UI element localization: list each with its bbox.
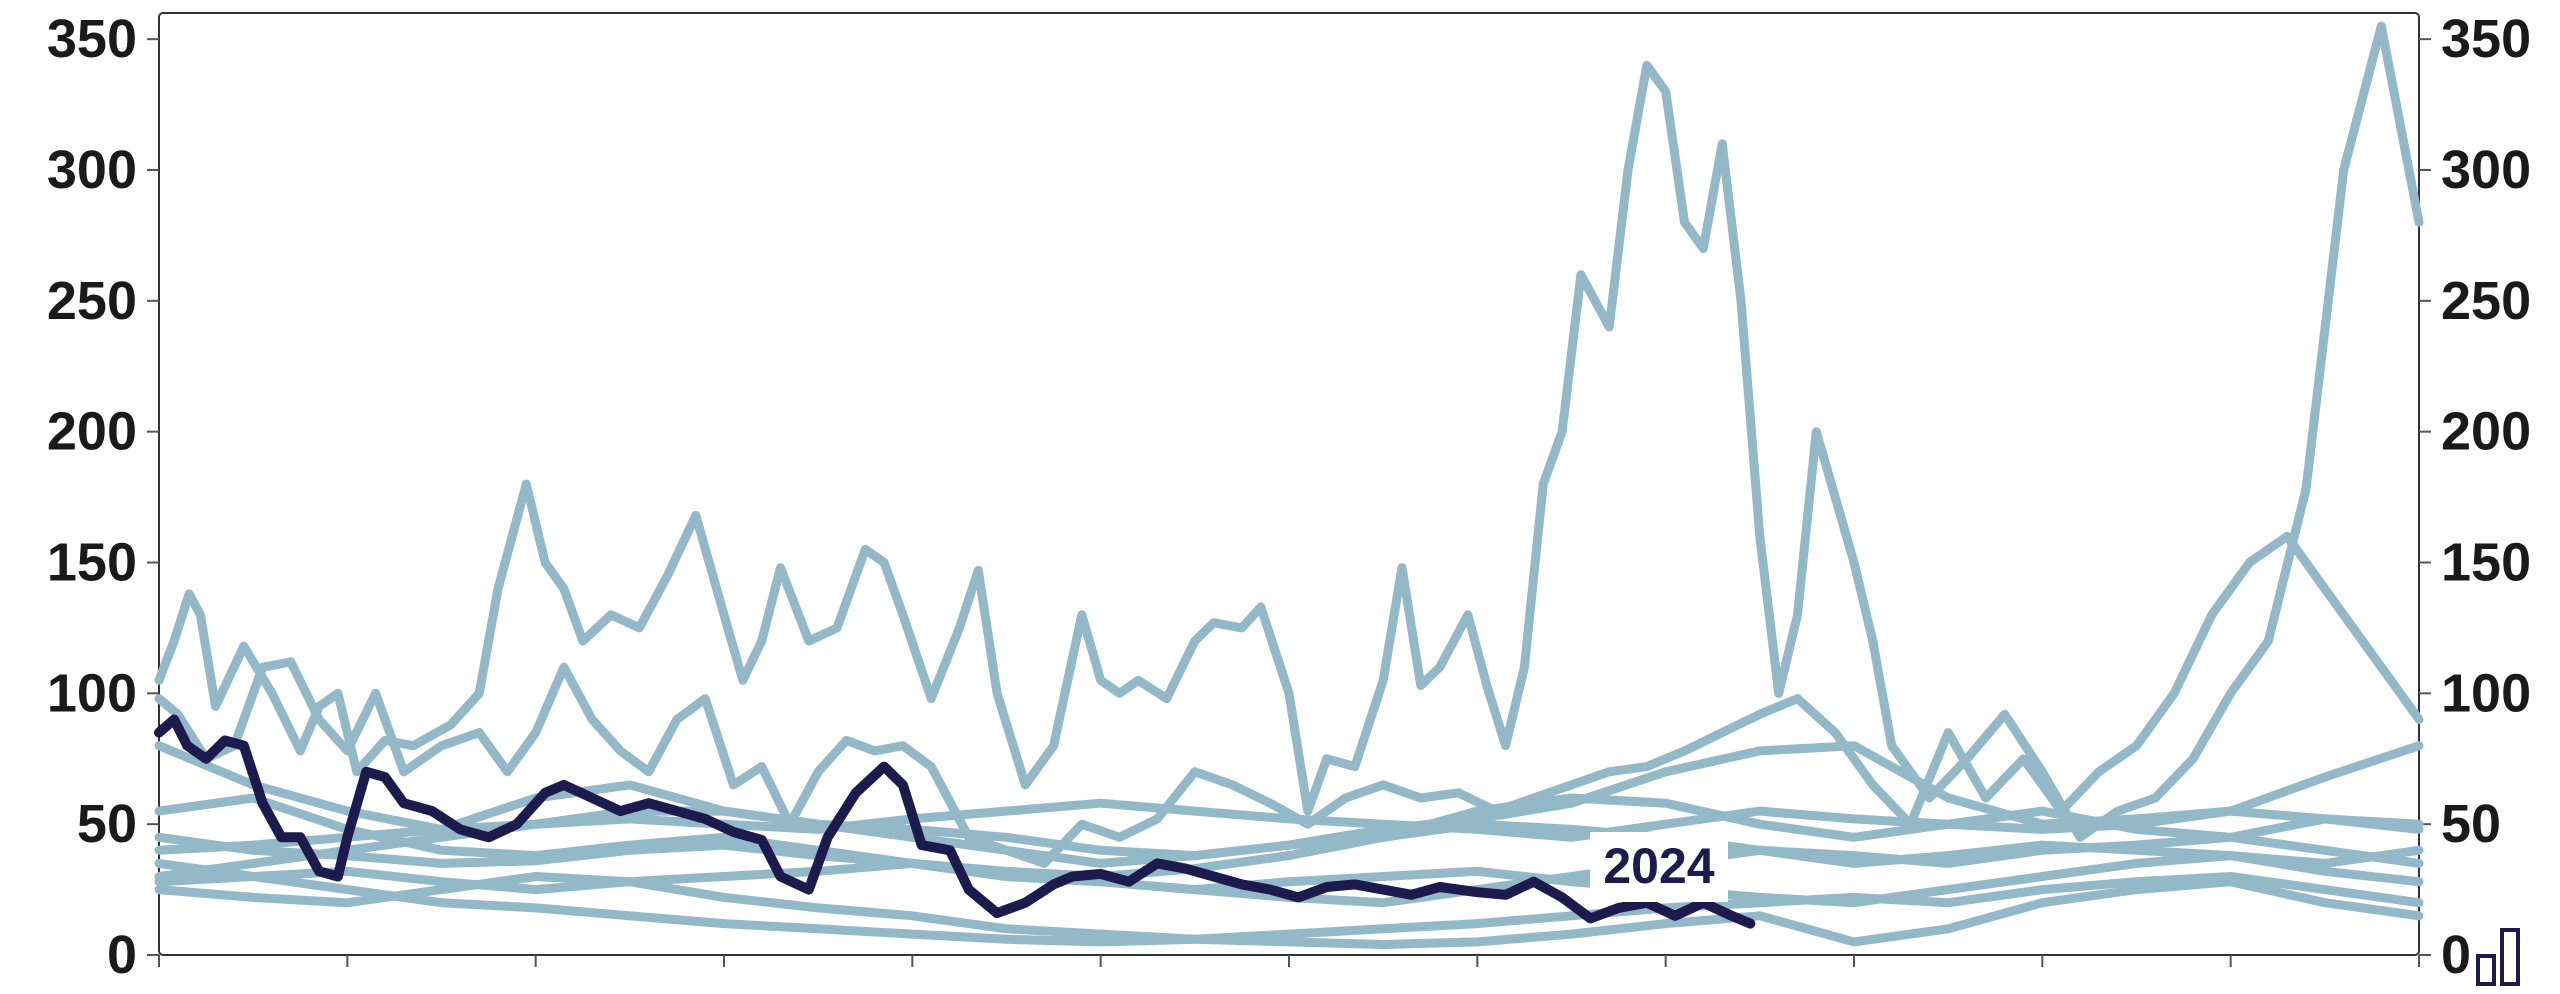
highlight-series-group: [154, 714, 1756, 929]
right-tick-label: 100: [2441, 663, 2531, 723]
right-tick-label: 0: [2441, 925, 2471, 985]
left-y-axis: 0 50 100 150 200 250 300 350: [47, 9, 159, 985]
right-tick-label: 150: [2441, 533, 2531, 593]
history-series-line: [154, 872, 2424, 949]
history-series-line: [154, 798, 2424, 855]
history-series-line: [154, 858, 2424, 947]
right-tick-label: 250: [2441, 271, 2531, 331]
right-tick-label: 300: [2441, 140, 2531, 200]
right-y-axis: 0 50 100 150 200 250 300 350: [2419, 9, 2531, 985]
series-2024-line: [154, 714, 1756, 929]
x-axis: [158, 955, 2420, 967]
left-tick-label: 100: [47, 663, 137, 723]
history-series-line: [154, 793, 2424, 881]
right-tick-label: 50: [2441, 794, 2501, 854]
left-tick-label: 300: [47, 140, 137, 200]
left-tick-label: 200: [47, 402, 137, 462]
history-series-line: [154, 851, 2424, 908]
history-series-line: [154, 531, 2424, 868]
year-label-background: [1590, 832, 1728, 902]
history-series-line: [154, 21, 2424, 842]
left-tick-label: 250: [47, 271, 137, 331]
left-tick-label: 150: [47, 533, 137, 593]
year-label-2024: 2024: [1603, 838, 1714, 894]
right-tick-label: 350: [2441, 9, 2531, 69]
left-tick-label: 50: [77, 794, 137, 854]
right-tick-label: 200: [2441, 402, 2531, 462]
left-tick-label: 0: [107, 925, 137, 985]
left-tick-label: 350: [47, 9, 137, 69]
bar-logo-icon: [2476, 928, 2520, 986]
